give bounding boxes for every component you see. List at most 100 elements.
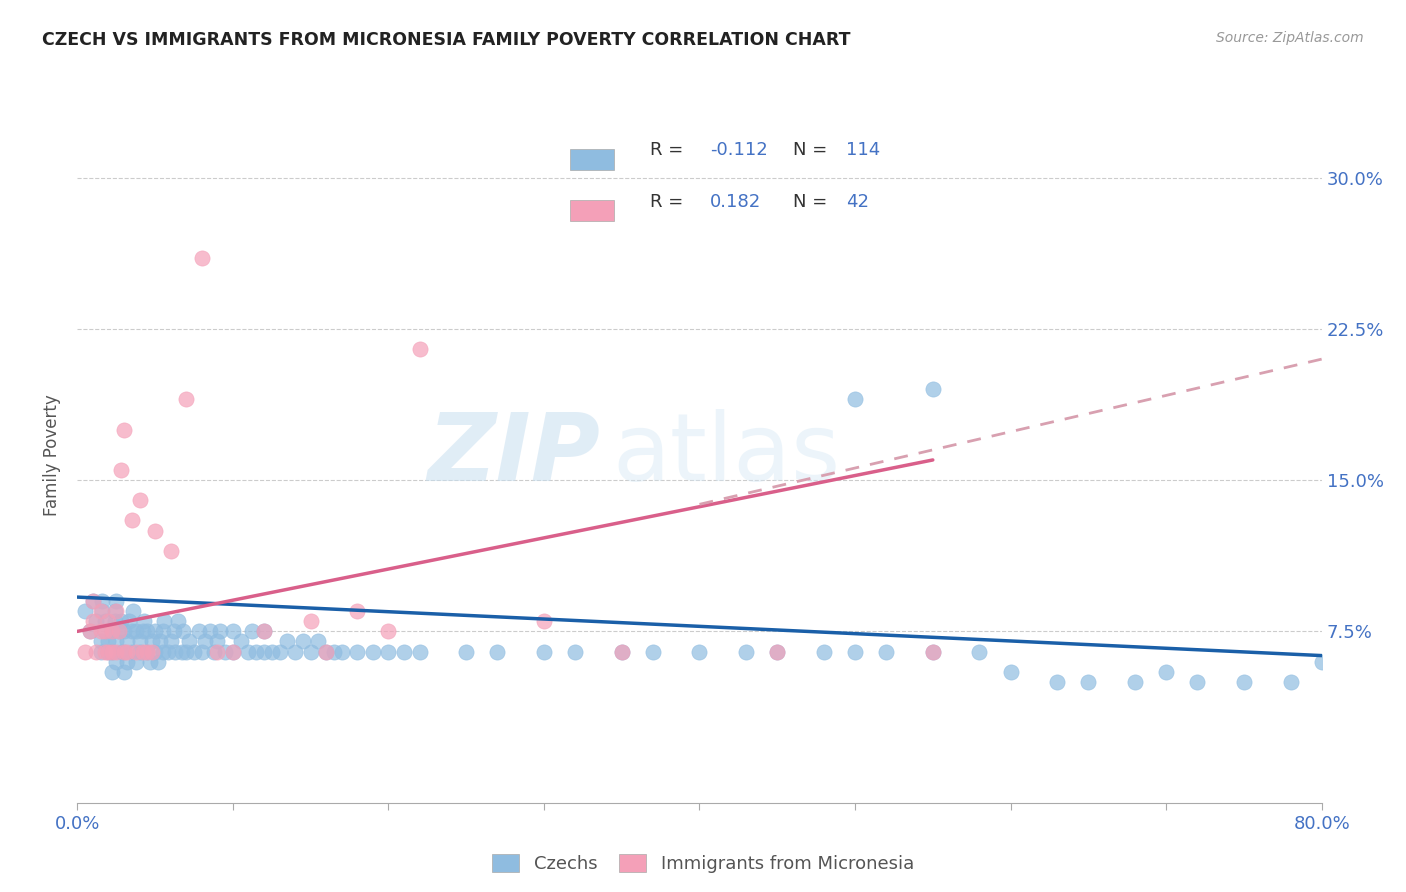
- Point: [291, 634, 314, 648]
- Point: [94, 624, 117, 639]
- Point: [115, 644, 138, 658]
- Point: [97, 644, 120, 658]
- Point: [112, 665, 135, 679]
- Point: [222, 624, 245, 639]
- Text: atlas: atlas: [613, 409, 841, 501]
- Point: [202, 644, 225, 658]
- Point: [115, 655, 138, 669]
- Point: [100, 624, 122, 639]
- Point: [105, 655, 128, 669]
- Point: [112, 644, 135, 658]
- Point: [125, 644, 148, 658]
- Point: [100, 644, 122, 658]
- Point: [766, 644, 789, 658]
- Point: [112, 423, 135, 437]
- Point: [131, 624, 153, 639]
- Point: [75, 604, 97, 618]
- Point: [82, 594, 104, 608]
- Point: [79, 624, 101, 639]
- Point: [94, 644, 117, 658]
- Point: [844, 392, 866, 407]
- Point: [377, 624, 399, 639]
- Point: [112, 624, 135, 639]
- Point: [191, 644, 214, 658]
- Point: [346, 604, 368, 618]
- Point: [121, 513, 143, 527]
- Point: [253, 644, 276, 658]
- Point: [377, 644, 399, 658]
- Point: [533, 644, 555, 658]
- Point: [115, 634, 138, 648]
- Point: [1187, 674, 1209, 689]
- Point: [486, 644, 509, 658]
- Legend: Czechs, Immigrants from Micronesia: Czechs, Immigrants from Micronesia: [486, 849, 920, 879]
- Text: Source: ZipAtlas.com: Source: ZipAtlas.com: [1216, 31, 1364, 45]
- Point: [610, 644, 633, 658]
- Point: [315, 644, 337, 658]
- Point: [207, 634, 229, 648]
- Point: [110, 644, 132, 658]
- Point: [159, 634, 181, 648]
- Point: [346, 644, 368, 658]
- Point: [564, 644, 586, 658]
- Point: [91, 594, 114, 608]
- Point: [121, 624, 143, 639]
- Point: [187, 624, 209, 639]
- Point: [97, 634, 120, 648]
- Point: [79, 624, 101, 639]
- Point: [238, 644, 260, 658]
- Point: [610, 644, 633, 658]
- Point: [82, 615, 104, 629]
- Point: [125, 624, 148, 639]
- Point: [284, 644, 307, 658]
- Point: [90, 644, 112, 658]
- Point: [131, 644, 153, 658]
- Point: [1279, 674, 1302, 689]
- Point: [1000, 665, 1022, 679]
- Point: [209, 624, 232, 639]
- Point: [128, 644, 150, 658]
- Point: [174, 644, 197, 658]
- Point: [533, 615, 555, 629]
- Point: [97, 644, 120, 658]
- Point: [921, 644, 943, 658]
- Point: [269, 644, 291, 658]
- Point: [299, 644, 322, 658]
- Point: [1233, 674, 1256, 689]
- Point: [299, 615, 322, 629]
- Point: [408, 644, 430, 658]
- Point: [194, 634, 217, 648]
- Point: [245, 644, 267, 658]
- Point: [105, 604, 128, 618]
- Point: [408, 342, 430, 356]
- Point: [143, 524, 166, 538]
- Point: [875, 644, 897, 658]
- Point: [191, 252, 214, 266]
- Point: [134, 615, 156, 629]
- Point: [152, 624, 174, 639]
- Point: [90, 624, 112, 639]
- Point: [735, 644, 758, 658]
- Point: [105, 634, 128, 648]
- Point: [118, 615, 141, 629]
- Point: [82, 594, 104, 608]
- Y-axis label: Family Poverty: Family Poverty: [44, 394, 62, 516]
- Point: [921, 644, 943, 658]
- Point: [94, 615, 117, 629]
- Point: [100, 644, 122, 658]
- Point: [207, 644, 229, 658]
- Point: [253, 624, 276, 639]
- Point: [105, 594, 128, 608]
- Point: [844, 644, 866, 658]
- Point: [141, 634, 163, 648]
- Text: CZECH VS IMMIGRANTS FROM MICRONESIA FAMILY POVERTY CORRELATION CHART: CZECH VS IMMIGRANTS FROM MICRONESIA FAMI…: [42, 31, 851, 49]
- Point: [921, 383, 943, 397]
- Point: [91, 604, 114, 618]
- Point: [125, 655, 148, 669]
- Point: [222, 644, 245, 658]
- Point: [149, 634, 172, 648]
- Point: [183, 644, 205, 658]
- Point: [1077, 674, 1099, 689]
- Point: [766, 644, 789, 658]
- Point: [108, 624, 131, 639]
